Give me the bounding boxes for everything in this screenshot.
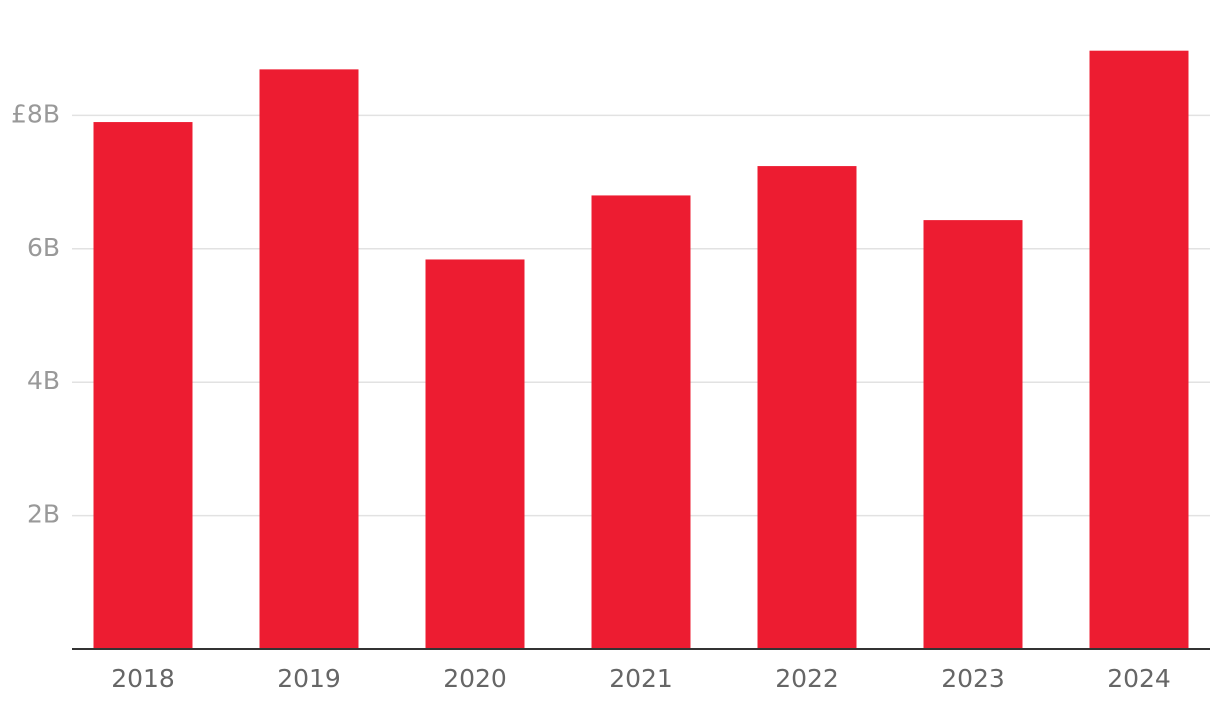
bar xyxy=(1089,50,1189,649)
x-tick-label: 2019 xyxy=(277,664,341,693)
x-tick-label: 2024 xyxy=(1107,664,1171,693)
bar xyxy=(93,122,193,649)
bar xyxy=(425,259,525,649)
x-tick-label: 2021 xyxy=(609,664,673,693)
x-tick-label: 2018 xyxy=(111,664,175,693)
y-tick-label: 2B xyxy=(27,500,60,529)
y-tick-label: £8B xyxy=(11,99,60,128)
x-tick-label: 2023 xyxy=(941,664,1005,693)
bar xyxy=(757,166,857,649)
y-tick-label: 6B xyxy=(27,233,60,262)
bar xyxy=(259,69,359,649)
y-tick-label: 4B xyxy=(27,366,60,395)
bar xyxy=(923,220,1023,649)
x-tick-label: 2020 xyxy=(443,664,507,693)
bar xyxy=(591,195,691,649)
x-tick-label: 2022 xyxy=(775,664,839,693)
